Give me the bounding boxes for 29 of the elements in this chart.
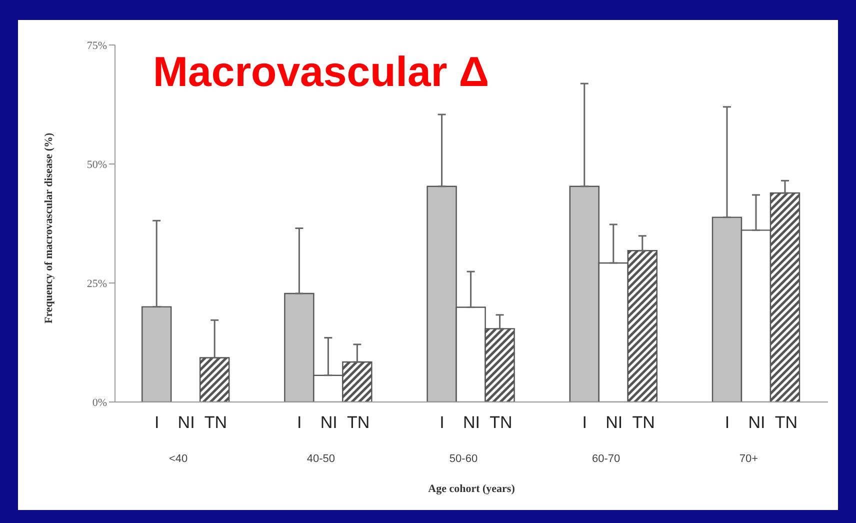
text: NI [748, 413, 766, 432]
text: TN [347, 413, 370, 432]
series-label: NI [320, 413, 338, 432]
x-tick-label: 70+ [739, 453, 758, 465]
text: I [724, 413, 730, 432]
y-axis-title: Frequency of macrovascular disease (%) [42, 132, 55, 324]
x-tick-label: 40-50 [306, 453, 335, 465]
text: NI [606, 413, 623, 432]
text: TN [774, 413, 798, 432]
text: I [582, 413, 587, 432]
x-tick-label: <40 [168, 453, 188, 465]
y-tick-label: 50% [86, 158, 107, 171]
y-tick-label: 25% [86, 278, 107, 290]
bar [199, 357, 230, 402]
series-label: I [154, 413, 160, 432]
series-label: TN [204, 413, 228, 432]
x-tick-label: 50-60 [449, 453, 478, 465]
x-tick-label: 60-70 [592, 453, 620, 465]
text: I [440, 413, 444, 432]
text: TN [490, 413, 512, 432]
bar [141, 306, 172, 402]
y-tick-label: 75% [86, 40, 107, 52]
y-tick-label: 0% [92, 396, 107, 409]
text: NI [463, 413, 480, 432]
text: TN [632, 413, 655, 432]
chart-title: Macrovascular Δ [153, 48, 490, 96]
text: NI [178, 413, 195, 432]
x-axis-title: Age cohort (years) [428, 483, 516, 495]
text: I [297, 413, 302, 432]
